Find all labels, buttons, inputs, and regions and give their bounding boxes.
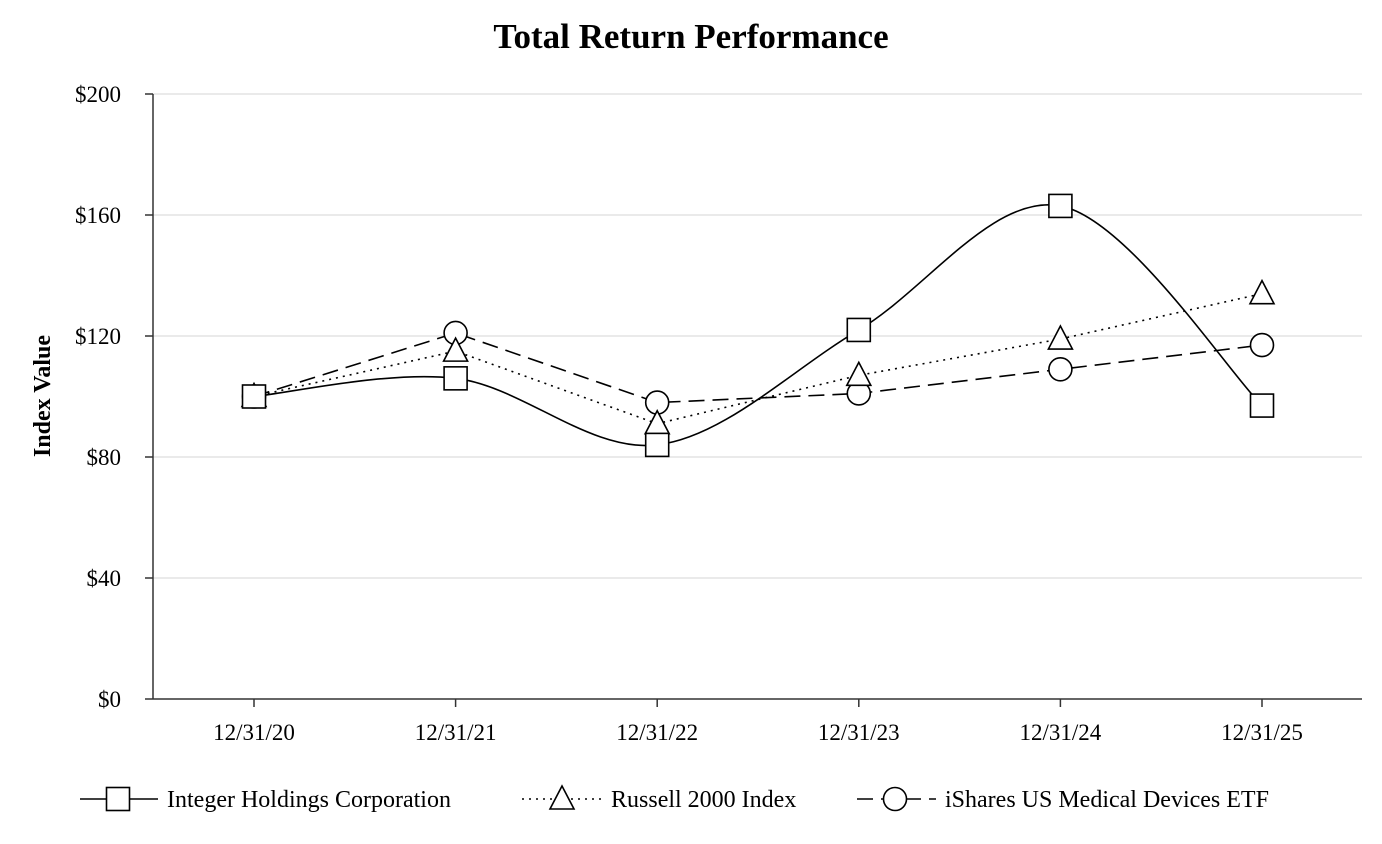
y-tick-label: $200 — [75, 82, 121, 107]
data-point-square — [443, 366, 468, 391]
x-tick-label: 12/31/24 — [1020, 720, 1102, 745]
series-line-circle — [253, 332, 1263, 404]
data-point-circle — [1048, 356, 1073, 382]
y-tick-label: $80 — [87, 445, 122, 470]
x-tick-label: 12/31/22 — [616, 720, 698, 745]
gridlines — [153, 93, 1362, 579]
legend-item-triangle: Russell 2000 Index — [522, 784, 796, 813]
data-point-triangle — [845, 360, 873, 387]
data-point-square — [644, 432, 670, 458]
y-axis-label: Index Value — [30, 335, 56, 457]
data-point-triangle — [1248, 278, 1276, 305]
legend-label: Russell 2000 Index — [611, 787, 796, 813]
x-tick-label: 12/31/21 — [415, 720, 497, 745]
chart-title: Total Return Performance — [493, 17, 888, 56]
data-point-triangle — [643, 408, 671, 435]
y-tick-label: $0 — [98, 687, 121, 712]
legend-marker-triangle — [548, 784, 576, 810]
series-line-square — [253, 204, 1263, 447]
series-lines — [253, 204, 1263, 447]
y-tick-label: $160 — [75, 203, 121, 228]
legend-label: Integer Holdings Corporation — [167, 787, 451, 813]
y-tick-label: $120 — [75, 324, 121, 349]
legend-item-circle: iShares US Medical Devices ETF — [857, 786, 1269, 813]
legend-marker-square — [105, 786, 131, 812]
legend-item-square: Integer Holdings Corporation — [80, 786, 451, 813]
legend: Integer Holdings Corporation Russell 2000… — [80, 784, 1269, 813]
y-tick-label: $40 — [87, 566, 122, 591]
data-point-circle — [1249, 332, 1275, 358]
axes: $0 $40 $80 $120 $160 $200 12/31/20 12/31/21 12/3… — [75, 82, 1362, 745]
x-tick-label: 12/31/23 — [818, 720, 900, 745]
series-line-triangle — [253, 292, 1263, 425]
x-tick-label: 12/31/20 — [213, 720, 295, 745]
data-point-square — [1249, 393, 1275, 418]
legend-label: iShares US Medical Devices ETF — [945, 787, 1269, 813]
data-point-square — [241, 384, 267, 409]
series-markers — [240, 193, 1276, 458]
x-tick-label: 12/31/25 — [1221, 720, 1303, 745]
legend-marker-circle — [882, 786, 908, 812]
data-point-triangle — [1047, 324, 1074, 350]
data-point-square — [1048, 193, 1073, 219]
data-point-triangle — [442, 336, 469, 362]
data-point-square — [846, 317, 872, 343]
